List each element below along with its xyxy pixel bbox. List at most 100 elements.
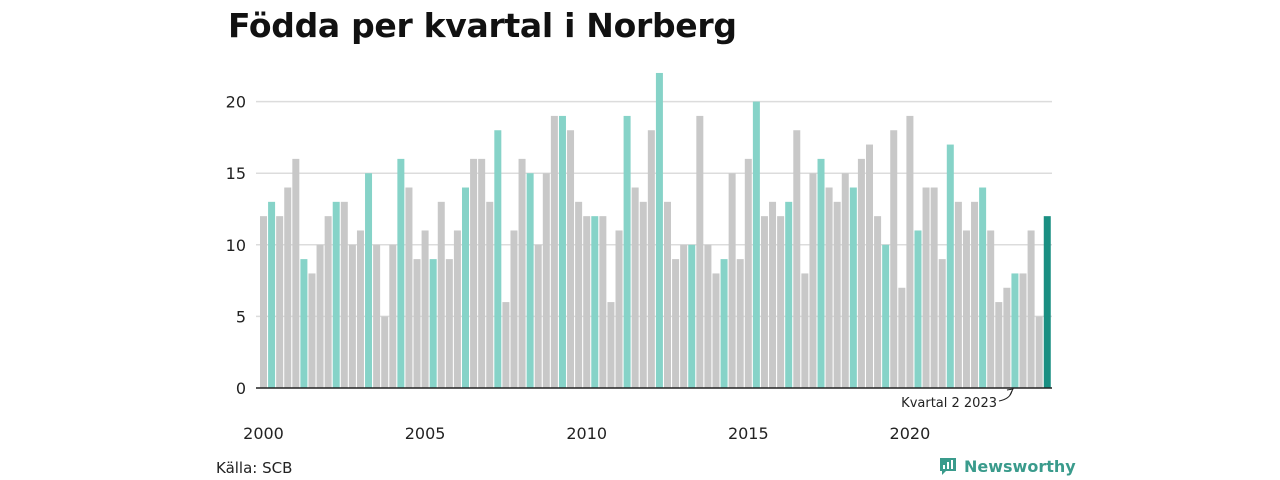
bar [817,158,825,388]
bar [526,173,534,388]
bar [954,201,962,388]
bar [332,201,340,388]
y-tick-label: 5 [236,307,246,326]
y-tick-label: 15 [226,164,246,183]
bar [647,130,655,389]
brand-name: Newsworthy [964,456,1076,476]
bar [534,244,542,388]
bar [268,201,276,388]
bar [664,201,671,388]
bar [421,230,429,388]
bar [971,201,979,388]
bar [340,201,348,388]
bar [809,173,817,388]
bar [841,173,849,388]
annotation: Kvartal 2 2023 [901,388,1014,411]
bar [405,187,413,388]
bar [744,158,752,388]
y-tick-label: 0 [236,379,246,398]
bar [752,101,760,388]
bar [365,173,373,388]
bar [308,273,316,388]
bar [623,115,631,389]
bars [260,72,1051,389]
newsworthy-logo-icon [940,458,956,475]
bar [518,158,526,388]
bar [575,201,583,388]
bar [890,130,898,389]
bar [938,259,946,388]
bar [389,244,397,388]
bar [486,201,494,388]
bar [849,187,857,388]
bar [672,259,680,388]
bar [995,302,1003,388]
bar [381,316,389,388]
bar [688,244,696,388]
bar [922,187,930,388]
annotation-label: Kvartal 2 2023 [901,396,997,411]
annotation-arrowhead [1006,388,1014,396]
bar [284,187,292,388]
source-label: Källa: SCB [216,459,293,477]
bar [462,187,469,388]
bar [494,130,502,389]
bar [639,201,647,388]
bar [760,216,768,388]
bar [825,187,833,388]
bar [437,201,445,388]
y-tick-label: 20 [226,93,246,112]
bar [470,158,478,388]
y-axis-labels: 0 5 10 15 20 [226,93,246,398]
bar [1003,287,1011,388]
x-axis-labels: 2000 2005 2010 2015 2020 [243,424,930,443]
bar [429,259,437,388]
bar [793,130,801,389]
bar [445,259,453,388]
bar [704,244,712,388]
bar [1011,273,1019,388]
bar [567,130,575,389]
bar [712,273,720,388]
bar [413,259,421,388]
bar [720,259,728,388]
bar [680,244,688,388]
bar [397,158,405,388]
bar [300,259,308,388]
bar [833,201,841,388]
bar [801,273,809,388]
bar [987,230,995,388]
bar [874,216,882,388]
bar [696,115,704,389]
bar [502,302,510,388]
bar [728,173,736,388]
bar [373,244,381,388]
bar [882,244,890,388]
bar [930,187,938,388]
bar [1019,273,1027,388]
bar [1043,216,1051,388]
bar [785,201,793,388]
bar [453,230,461,388]
bar [655,72,663,389]
bar [1027,230,1035,388]
bar [736,259,744,388]
bar [979,187,987,388]
bar [962,230,970,388]
bar [260,216,267,388]
bar [591,216,599,388]
bar [542,173,550,388]
bar [599,216,607,388]
bar [777,216,785,388]
x-tick-label: 2010 [566,424,607,443]
bar [898,287,906,388]
bar [292,158,300,388]
bar [550,115,558,389]
x-tick-label: 2015 [728,424,769,443]
bar [276,216,284,388]
bar [558,115,566,389]
bar [356,230,364,388]
bar [769,201,777,388]
bar [324,216,332,388]
bar [478,158,486,388]
